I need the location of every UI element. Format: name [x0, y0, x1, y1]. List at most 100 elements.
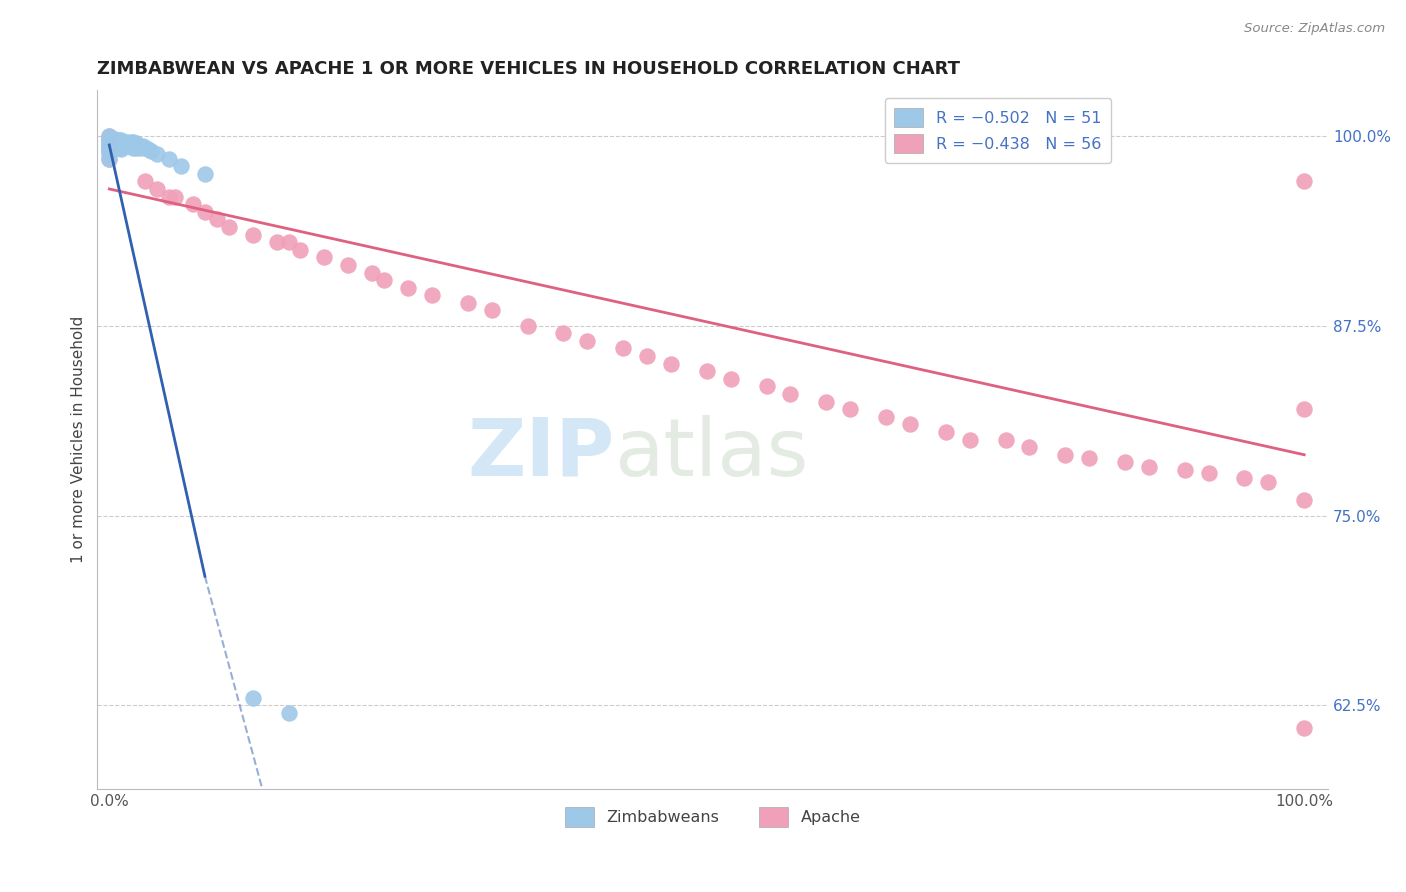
- Point: [120, 139, 142, 153]
- Point: [146, 182, 169, 196]
- Point: [1233, 470, 1256, 484]
- Point: [112, 135, 135, 149]
- Point: [194, 167, 217, 181]
- Point: [181, 197, 204, 211]
- Point: [815, 394, 838, 409]
- Point: [1198, 466, 1220, 480]
- Point: [659, 357, 682, 371]
- Point: [553, 326, 575, 341]
- Point: [696, 364, 718, 378]
- Point: [115, 139, 138, 153]
- Point: [98, 132, 121, 146]
- Point: [146, 147, 169, 161]
- Point: [1054, 448, 1077, 462]
- Point: [720, 372, 742, 386]
- Point: [98, 139, 121, 153]
- Point: [122, 141, 145, 155]
- Point: [1294, 174, 1316, 188]
- Point: [959, 433, 981, 447]
- Point: [898, 417, 921, 432]
- Point: [98, 152, 121, 166]
- Point: [98, 128, 121, 143]
- Point: [115, 137, 138, 152]
- Point: [104, 132, 127, 146]
- Point: [163, 189, 186, 203]
- Point: [120, 135, 142, 149]
- Point: [1174, 463, 1197, 477]
- Point: [157, 189, 180, 203]
- Point: [129, 141, 152, 155]
- Point: [110, 137, 132, 152]
- Point: [373, 273, 395, 287]
- Point: [98, 144, 121, 158]
- Point: [98, 133, 121, 147]
- Point: [115, 135, 138, 149]
- Point: [194, 204, 217, 219]
- Point: [128, 139, 150, 153]
- Point: [121, 137, 143, 152]
- Point: [266, 235, 288, 249]
- Point: [277, 706, 299, 720]
- Point: [124, 141, 146, 155]
- Text: ZIP: ZIP: [467, 415, 614, 492]
- Point: [337, 258, 360, 272]
- Point: [242, 227, 264, 242]
- Point: [124, 136, 146, 151]
- Point: [112, 139, 135, 153]
- Point: [118, 139, 141, 153]
- Point: [110, 133, 132, 147]
- Point: [481, 303, 503, 318]
- Point: [1294, 493, 1316, 508]
- Point: [101, 139, 124, 153]
- Point: [170, 159, 193, 173]
- Point: [396, 281, 419, 295]
- Point: [1294, 402, 1316, 417]
- Point: [314, 250, 336, 264]
- Point: [98, 137, 121, 152]
- Point: [157, 152, 180, 166]
- Point: [122, 135, 145, 149]
- Point: [218, 219, 240, 234]
- Point: [361, 266, 384, 280]
- Point: [108, 133, 131, 147]
- Point: [779, 387, 801, 401]
- Point: [108, 141, 131, 155]
- Point: [875, 409, 897, 424]
- Point: [134, 174, 156, 188]
- Point: [98, 144, 121, 158]
- Point: [98, 135, 121, 149]
- Point: [457, 296, 479, 310]
- Text: ZIMBABWEAN VS APACHE 1 OR MORE VEHICLES IN HOUSEHOLD CORRELATION CHART: ZIMBABWEAN VS APACHE 1 OR MORE VEHICLES …: [97, 60, 960, 78]
- Point: [98, 143, 121, 157]
- Point: [139, 144, 162, 158]
- Point: [98, 135, 121, 149]
- Y-axis label: 1 or more Vehicles in Household: 1 or more Vehicles in Household: [72, 316, 86, 563]
- Point: [110, 143, 132, 157]
- Point: [636, 349, 658, 363]
- Point: [516, 318, 538, 333]
- Point: [101, 133, 124, 147]
- Point: [98, 152, 121, 166]
- Point: [98, 147, 121, 161]
- Point: [98, 132, 121, 146]
- Point: [107, 139, 129, 153]
- Text: atlas: atlas: [614, 415, 808, 492]
- Point: [1137, 459, 1160, 474]
- Point: [755, 379, 778, 393]
- Point: [576, 334, 599, 348]
- Point: [104, 141, 127, 155]
- Point: [290, 243, 312, 257]
- Point: [1018, 440, 1040, 454]
- Point: [117, 136, 139, 151]
- Point: [98, 139, 121, 153]
- Point: [98, 128, 121, 143]
- Point: [108, 137, 131, 152]
- Point: [114, 136, 136, 151]
- Point: [136, 143, 159, 157]
- Point: [994, 433, 1017, 447]
- Text: Source: ZipAtlas.com: Source: ZipAtlas.com: [1244, 22, 1385, 36]
- Point: [127, 137, 149, 152]
- Point: [1114, 455, 1136, 469]
- Legend: Zimbabweans, Apache: Zimbabweans, Apache: [558, 801, 868, 833]
- Point: [935, 425, 957, 439]
